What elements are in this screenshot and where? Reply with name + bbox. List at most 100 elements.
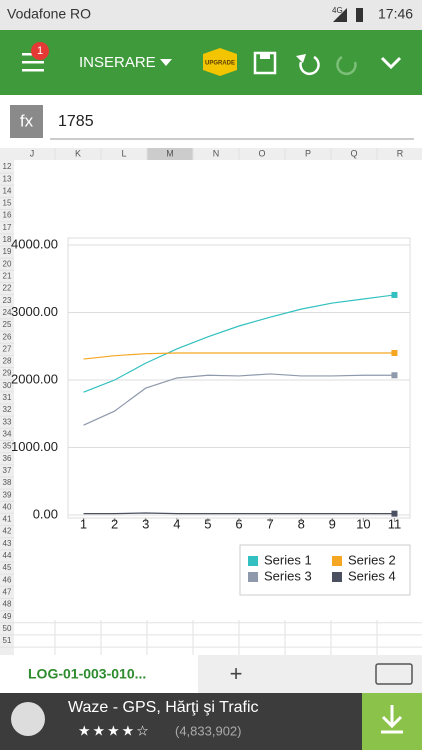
x-tick-label: 3 (142, 516, 149, 531)
battery-icon (356, 8, 363, 22)
row-label: 20 (3, 259, 12, 268)
row-label: 15 (3, 199, 12, 208)
row-label: 41 (3, 515, 12, 524)
legend-swatch (248, 556, 258, 566)
row-label: 28 (3, 357, 12, 366)
row-label: 36 (3, 454, 12, 463)
row-label: 29 (3, 369, 12, 378)
keyboard-button[interactable] (375, 663, 413, 685)
row-label: 42 (3, 527, 12, 536)
legend-swatch (332, 572, 342, 582)
selected-column (147, 148, 193, 160)
row-header (0, 160, 14, 655)
series-line (83, 512, 395, 515)
sheet-tab[interactable] (0, 655, 198, 693)
ad-reviews: (4,833,902) (175, 723, 242, 738)
signal-icon (333, 8, 347, 22)
row-label: 45 (3, 563, 12, 572)
ad-banner[interactable] (0, 693, 422, 750)
legend-label: Series 2 (348, 552, 396, 567)
column-label: M (166, 148, 174, 158)
fx-box (10, 105, 43, 138)
download-icon (381, 705, 403, 734)
row-label: 16 (3, 211, 12, 220)
column-label: K (75, 148, 81, 158)
row-label: 14 (3, 186, 12, 195)
legend (239, 544, 411, 596)
time: 17:46 (378, 6, 413, 22)
x-tick-label: 7 (266, 516, 273, 531)
column-label: O (258, 148, 265, 158)
end-marker (391, 372, 398, 379)
ad-stars: ★★★★☆ (78, 723, 151, 739)
series-line (83, 294, 395, 393)
collapse-button[interactable] (380, 56, 402, 70)
row-label: 44 (3, 551, 12, 560)
insert-menu[interactable]: INSERARE (79, 54, 156, 71)
end-marker (391, 291, 398, 298)
legend-swatch (332, 556, 342, 566)
status-bar (0, 0, 422, 30)
row-label: 34 (3, 429, 12, 438)
y-tick-label: 2000.00 (11, 371, 58, 386)
row-label: 27 (3, 344, 12, 353)
column-header (0, 148, 422, 160)
legend-label: Series 1 (264, 552, 312, 567)
undo-button[interactable] (299, 55, 320, 76)
x-tick-label: 6 (235, 516, 242, 531)
row-label: 22 (3, 284, 12, 293)
row-label: 13 (3, 174, 12, 183)
y-tick-label: 4000.00 (11, 236, 58, 251)
column-label: Q (350, 148, 357, 158)
row-label: 47 (3, 587, 12, 596)
column-label: J (30, 148, 35, 158)
y-tick-label: 1000.00 (11, 439, 58, 454)
end-marker (391, 350, 398, 356)
row-label: 25 (3, 320, 12, 329)
x-tick-label: 1 (80, 516, 87, 531)
series-line (83, 352, 395, 360)
carrier: Vodafone RO (7, 6, 91, 22)
row-label: 12 (3, 162, 12, 171)
x-tick-label: 5 (204, 516, 211, 531)
column-label: R (397, 148, 404, 158)
x-tick-label: 9 (329, 516, 336, 531)
badge (31, 42, 49, 60)
sheet-name: LOG-01-003-010... (28, 666, 146, 682)
row-label: 31 (3, 393, 12, 402)
dropdown-arrow (160, 59, 172, 66)
add-sheet[interactable]: + (230, 661, 243, 686)
x-tick-label: 10 (356, 516, 370, 531)
chart: 0.00 1000.00 2000.00 3000.00 4000.00 1 2 3 4 5 6 7 8… (11, 236, 410, 531)
row-label: 51 (3, 636, 12, 645)
fx-label: fx (20, 111, 34, 130)
row-label: 39 (3, 490, 12, 499)
row-label: 23 (3, 296, 12, 305)
x-tick-label: 11 (388, 516, 402, 531)
row-label: 30 (3, 381, 12, 390)
row-label: 50 (3, 624, 12, 633)
series-line (83, 373, 395, 426)
y-tick-label: 3000.00 (11, 304, 58, 319)
legend-label: Series 4 (348, 568, 396, 583)
row-label: 24 (3, 308, 12, 317)
ad-title: Waze - GPS, Hărţi şi Trafic (68, 699, 259, 716)
legend-swatch (248, 572, 258, 582)
row-label: 18 (3, 235, 12, 244)
row-label: 38 (3, 478, 12, 487)
formula-value[interactable]: 1785 (58, 113, 94, 130)
row-label: 46 (3, 575, 12, 584)
row-label: 49 (3, 612, 12, 621)
row-label: 26 (3, 332, 12, 341)
redo-button[interactable] (336, 55, 357, 76)
upgrade-badge[interactable] (203, 48, 237, 76)
undo-arrow (296, 54, 306, 63)
row-label: 35 (3, 442, 12, 451)
column-label: P (305, 148, 311, 158)
row-label: 32 (3, 405, 12, 414)
y-tick-label: 0.00 (33, 506, 58, 521)
ad-icon (11, 702, 45, 736)
column-label: L (121, 148, 126, 158)
row-label: 37 (3, 466, 12, 475)
